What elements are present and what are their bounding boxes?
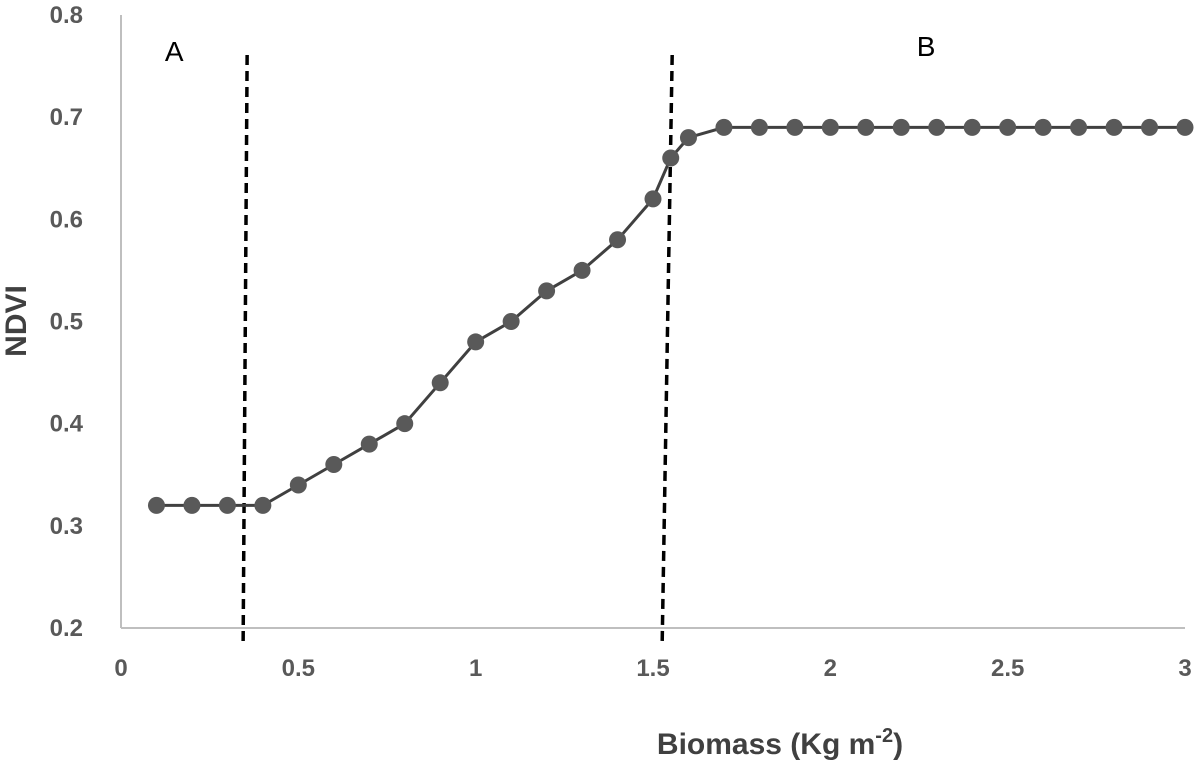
x-tick-label: 0.5 [282, 655, 315, 682]
y-tick-labels: 0.2 0.3 0.4 0.5 0.6 0.7 0.8 [50, 2, 84, 642]
data-point [750, 118, 768, 136]
x-tick-label: 3 [1178, 655, 1191, 682]
region-label-a: A [165, 36, 184, 67]
y-tick-label: 0.7 [50, 104, 83, 131]
data-point [715, 118, 733, 136]
x-tick-label: 0 [114, 655, 127, 682]
data-point [431, 374, 449, 392]
data-point [1070, 118, 1088, 136]
x-tick-label: 1.5 [636, 655, 669, 682]
data-point [662, 149, 680, 167]
x-tick-label: 2 [824, 655, 837, 682]
y-tick-label: 0.6 [50, 206, 83, 233]
x-tick-label: 2.5 [991, 655, 1024, 682]
data-point [1141, 118, 1159, 136]
data-point [183, 496, 201, 514]
x-axis-title-suffix: ) [893, 728, 903, 761]
data-point [254, 496, 272, 514]
data-point [360, 435, 378, 453]
data-point [892, 118, 910, 136]
data-point [325, 456, 343, 474]
y-axis-title: NDVI [0, 285, 33, 357]
x-tick-label: 1 [469, 655, 482, 682]
data-point [609, 231, 627, 249]
data-point [502, 313, 520, 330]
threshold-line [660, 54, 674, 643]
x-axis-title: Biomass (Kg m-2) [657, 725, 903, 761]
data-point [786, 118, 804, 136]
data-point [644, 190, 662, 208]
y-tick-label: 0.4 [50, 411, 84, 438]
data-point [821, 118, 839, 136]
data-point [396, 415, 414, 433]
data-point [573, 261, 591, 279]
data-point [857, 118, 875, 136]
data-point [289, 476, 307, 494]
threshold-line [241, 54, 249, 643]
data-point [999, 118, 1017, 136]
x-axis-title-main: Biomass (Kg m [657, 728, 875, 761]
data-point [1034, 118, 1052, 136]
y-tick-label: 0.2 [50, 615, 83, 642]
data-point [218, 496, 236, 514]
data-point [679, 129, 697, 147]
ndvi-series-markers [147, 118, 1194, 514]
data-point [1105, 118, 1123, 136]
data-point [928, 118, 946, 136]
y-tick-label: 0.3 [50, 513, 83, 540]
x-axis-title-superscript: -2 [875, 725, 893, 747]
data-point [1176, 118, 1194, 136]
data-point [467, 333, 485, 351]
data-point [538, 282, 556, 300]
y-tick-label: 0.8 [50, 2, 83, 29]
y-tick-label: 0.5 [50, 309, 83, 336]
x-tick-labels: 0 0.5 1 1.5 2 2.5 3 [114, 655, 1191, 682]
threshold-lines [241, 54, 674, 643]
data-point [963, 118, 981, 136]
data-point [147, 496, 165, 514]
region-label-b: B [917, 31, 936, 62]
